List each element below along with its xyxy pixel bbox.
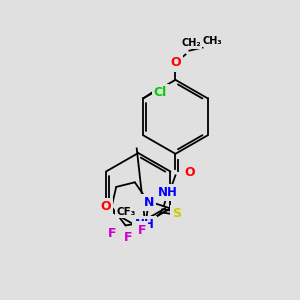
Text: N: N	[144, 196, 154, 209]
Text: NH: NH	[158, 186, 178, 199]
Text: S: S	[172, 207, 182, 220]
Text: CH₃: CH₃	[203, 36, 223, 46]
Text: CF₃: CF₃	[116, 207, 136, 217]
Text: CH₂: CH₂	[181, 38, 201, 47]
Text: F: F	[108, 226, 116, 240]
Text: F: F	[137, 224, 146, 236]
Text: O: O	[100, 200, 111, 213]
Text: O: O	[170, 56, 181, 69]
Text: Cl: Cl	[154, 86, 167, 99]
Text: F: F	[124, 231, 132, 244]
Text: O: O	[184, 166, 195, 179]
Text: NH: NH	[134, 218, 154, 231]
